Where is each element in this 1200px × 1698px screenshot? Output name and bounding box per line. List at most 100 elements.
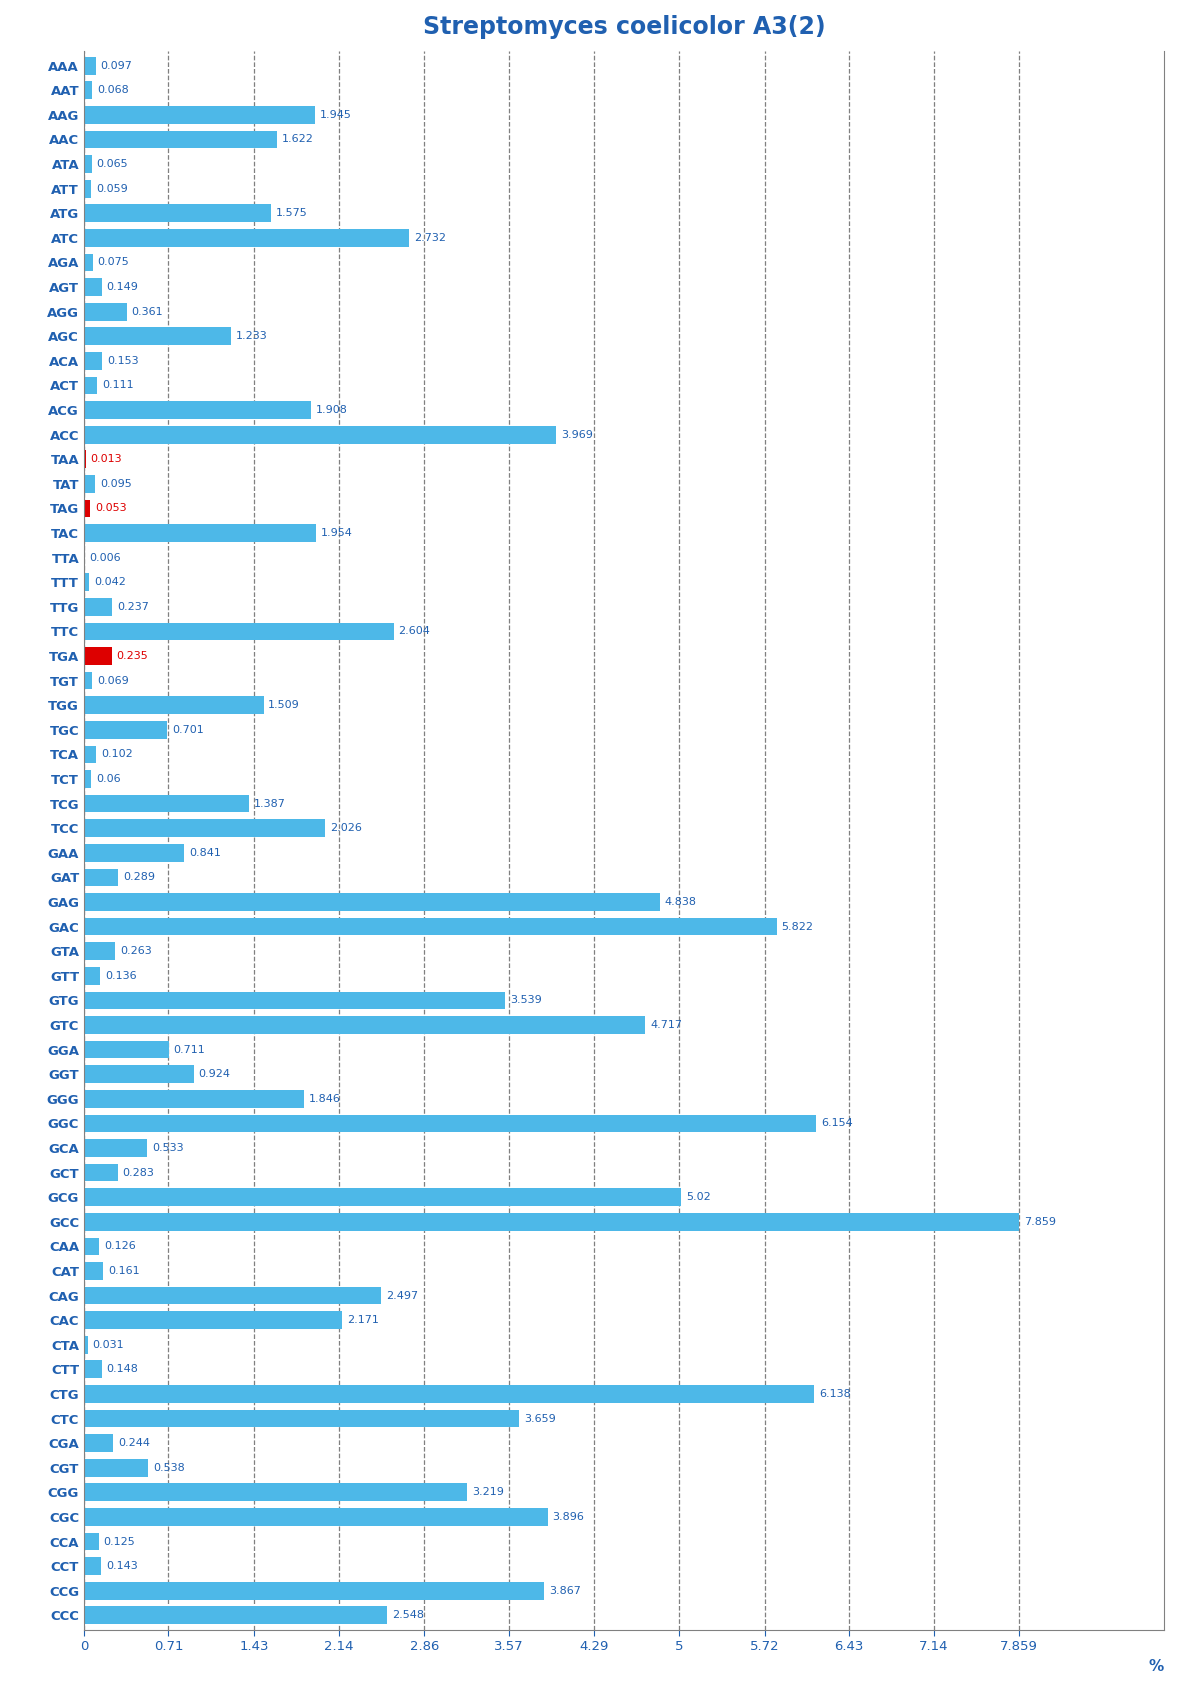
Text: 5.822: 5.822 [781,922,814,932]
Text: 6.138: 6.138 [820,1389,851,1399]
Bar [84,574,89,591]
Bar [84,722,168,739]
Text: 0.149: 0.149 [107,282,138,292]
Text: 0.042: 0.042 [94,577,126,588]
Text: 3.969: 3.969 [560,430,593,440]
Text: 0.095: 0.095 [100,479,132,489]
Text: 0.068: 0.068 [97,85,128,95]
Bar [84,1508,547,1527]
Bar [84,1139,148,1156]
Bar [84,475,95,492]
Bar [84,1484,467,1501]
Bar [84,1311,342,1330]
Bar [84,942,115,959]
Text: 0.361: 0.361 [132,307,163,316]
Text: 1.622: 1.622 [282,134,313,144]
Text: 0.069: 0.069 [97,676,128,686]
Bar [84,672,92,689]
Bar [84,795,250,812]
Text: 0.031: 0.031 [92,1340,124,1350]
Text: 0.126: 0.126 [103,1241,136,1251]
Bar [84,1065,194,1083]
Bar [84,426,557,443]
Bar [84,1041,168,1058]
Text: 0.065: 0.065 [96,160,128,170]
Text: 1.509: 1.509 [269,700,300,710]
Bar [84,1238,98,1255]
Text: 0.244: 0.244 [118,1438,150,1448]
Bar [84,377,97,394]
Text: 3.539: 3.539 [510,995,541,1005]
Text: 1.387: 1.387 [253,798,286,808]
Text: 0.053: 0.053 [95,503,127,513]
Text: 5.02: 5.02 [686,1192,710,1202]
Text: 2.732: 2.732 [414,233,446,243]
Bar [84,598,112,616]
Text: 0.006: 0.006 [90,552,121,562]
Text: 0.235: 0.235 [116,650,149,661]
Text: 0.237: 0.237 [116,601,149,611]
Text: 4.717: 4.717 [650,1020,682,1031]
Bar [84,253,92,272]
Text: 0.06: 0.06 [96,774,120,784]
Bar [84,229,409,246]
Bar [84,1090,304,1107]
Bar [84,499,90,518]
Bar [84,623,394,640]
Text: 0.059: 0.059 [96,183,127,194]
Bar [84,1606,388,1625]
Bar [84,1287,382,1304]
Text: 0.533: 0.533 [152,1143,184,1153]
Bar [84,696,264,715]
Bar [84,1360,102,1379]
Text: 0.125: 0.125 [103,1537,136,1547]
Bar [84,278,102,295]
Bar [84,1015,646,1034]
Text: 7.859: 7.859 [1024,1217,1056,1226]
Text: 1.846: 1.846 [308,1094,341,1104]
Bar [84,992,505,1009]
Bar [84,1336,88,1353]
Text: 0.283: 0.283 [122,1168,155,1178]
Bar [84,1533,98,1550]
Bar [84,893,660,910]
Bar [84,1163,118,1182]
Bar [84,917,776,936]
Bar [84,745,96,764]
Text: 3.659: 3.659 [524,1413,556,1423]
Text: 0.111: 0.111 [102,380,133,391]
Text: 1.233: 1.233 [235,331,268,341]
Text: 0.153: 0.153 [107,357,138,365]
Text: 1.954: 1.954 [322,528,353,538]
Text: 2.171: 2.171 [347,1316,379,1324]
Bar [84,105,316,124]
Text: 2.548: 2.548 [392,1610,424,1620]
Bar [84,1435,113,1452]
Text: 3.219: 3.219 [472,1487,504,1498]
Bar [84,155,91,173]
Text: 0.136: 0.136 [104,971,137,981]
Bar [84,525,317,542]
Bar [84,1583,544,1600]
Text: 1.575: 1.575 [276,209,308,219]
Bar [84,351,102,370]
Bar [84,401,311,419]
Bar [84,966,100,985]
Text: 6.154: 6.154 [821,1119,853,1129]
Bar [84,1386,815,1403]
Bar [84,302,127,321]
Text: 2.026: 2.026 [330,824,361,834]
Bar [84,56,96,75]
Text: 3.867: 3.867 [548,1586,581,1596]
Text: 0.143: 0.143 [106,1560,138,1571]
Text: 0.161: 0.161 [108,1267,139,1275]
Bar [84,647,112,666]
Bar [84,820,325,837]
Bar [84,1557,101,1576]
Text: 1.908: 1.908 [316,406,348,414]
Text: 4.838: 4.838 [665,897,696,907]
Text: 3.896: 3.896 [552,1511,584,1521]
Bar [84,1459,148,1477]
Bar [84,1212,1019,1231]
Bar [84,1262,103,1280]
